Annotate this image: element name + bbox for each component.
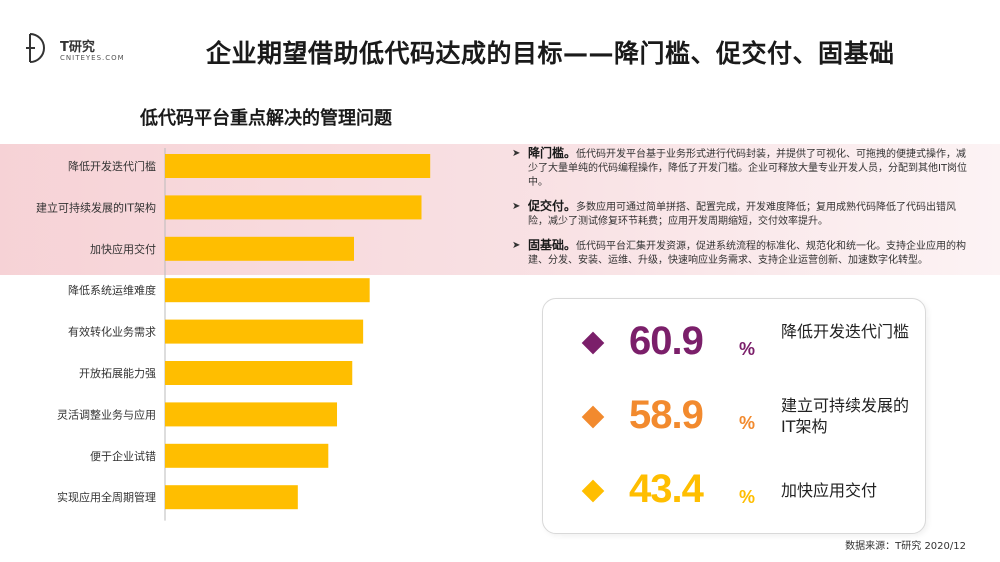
stat-value: 60.9: [629, 319, 704, 363]
category-label: 灵活调整业务与应用: [57, 407, 156, 421]
stat-label: 加快应用交付: [781, 481, 878, 500]
source-note: 数据来源：T研究 2020/12: [845, 541, 966, 552]
diamond-icon: [581, 331, 605, 355]
bullet-heading: 固基础。: [528, 238, 577, 252]
logo-subtitle: CNITEYES.COM: [60, 54, 125, 62]
stat-value: 43.4: [629, 467, 704, 511]
logo-mark-icon: [26, 33, 45, 63]
bullet-item: ➤ 促交付。多数应用可通过简单拼搭、配置完成，开发难度降低；复用成熟代码降低了代…: [512, 199, 974, 229]
bullet-heading: 降门槛。: [528, 146, 577, 160]
logo-name: T研究: [60, 40, 95, 55]
bar: [165, 195, 422, 220]
bullet-text: 多数应用可通过简单拼搭、配置完成，开发难度降低；复用成熟代码降低了代码出错风险，…: [528, 202, 957, 227]
page-title: 企业期望借助低代码达成的目标——降门槛、促交付、固基础: [206, 39, 895, 68]
bar: [165, 278, 370, 303]
stat-item: 60.9 % 降低开发迭代门槛: [543, 313, 927, 373]
bar: [165, 319, 364, 344]
bullet-text: 低代码开发平台基于业务形式进行代码封装，并提供了可视化、可拖拽的便捷式操作，减少…: [528, 149, 968, 188]
bullet-text: 低代码平台汇集开发资源，促进系统流程的标准化、规范化和统一化。支持企业应用的构建…: [528, 241, 967, 266]
stat-label: 建立可持续发展的IT架构: [781, 396, 910, 436]
category-label: 建立可持续发展的IT架构: [36, 200, 156, 214]
logo: T研究 CNITEYES.COM: [26, 28, 146, 68]
stat-item: 43.4 % 加快应用交付: [543, 461, 927, 521]
diamond-icon: [581, 479, 605, 503]
bar-chart: 降低开发迭代门槛建立可持续发展的IT架构加快应用交付降低系统运维难度有效转化业务…: [36, 148, 431, 521]
stat-value: 58.9: [629, 393, 704, 437]
bar: [165, 236, 354, 261]
arrow-icon: ➤: [512, 201, 521, 212]
category-label: 有效转化业务需求: [68, 325, 156, 339]
diamond-icon: [581, 405, 605, 429]
bullet-item: ➤ 降门槛。低代码开发平台基于业务形式进行代码封装，并提供了可视化、可拖拽的便捷…: [512, 146, 974, 190]
bullet-item: ➤ 固基础。低代码平台汇集开发资源，促进系统流程的标准化、规范化和统一化。支持企…: [512, 238, 974, 268]
stat-unit: %: [739, 487, 756, 507]
stats-panel: 60.9 % 降低开发迭代门槛 58.9 % 建立可持续发展的IT架构 43.4…: [542, 298, 926, 534]
stat-item: 58.9 % 建立可持续发展的IT架构: [543, 387, 927, 447]
bar: [165, 402, 338, 427]
category-label: 开放拓展能力强: [79, 366, 156, 380]
stat-unit: %: [739, 339, 756, 359]
bar: [165, 485, 298, 510]
category-label: 便于企业试错: [90, 449, 156, 463]
category-label: 实现应用全周期管理: [57, 490, 156, 504]
category-label: 加快应用交付: [90, 242, 156, 256]
arrow-icon: ➤: [512, 240, 521, 251]
category-label: 降低开发迭代门槛: [68, 159, 156, 173]
stat-label: 降低开发迭代门槛: [781, 322, 910, 341]
bar: [165, 361, 353, 385]
chart-title: 低代码平台重点解决的管理问题: [140, 108, 392, 129]
category-label: 降低系统运维难度: [68, 283, 156, 297]
bullet-list: ➤ 降门槛。低代码开发平台基于业务形式进行代码封装，并提供了可视化、可拖拽的便捷…: [512, 146, 974, 277]
bar: [165, 154, 431, 178]
stat-unit: %: [739, 413, 756, 433]
arrow-icon: ➤: [512, 148, 521, 159]
bar: [165, 443, 329, 468]
bullet-heading: 促交付。: [528, 199, 577, 213]
